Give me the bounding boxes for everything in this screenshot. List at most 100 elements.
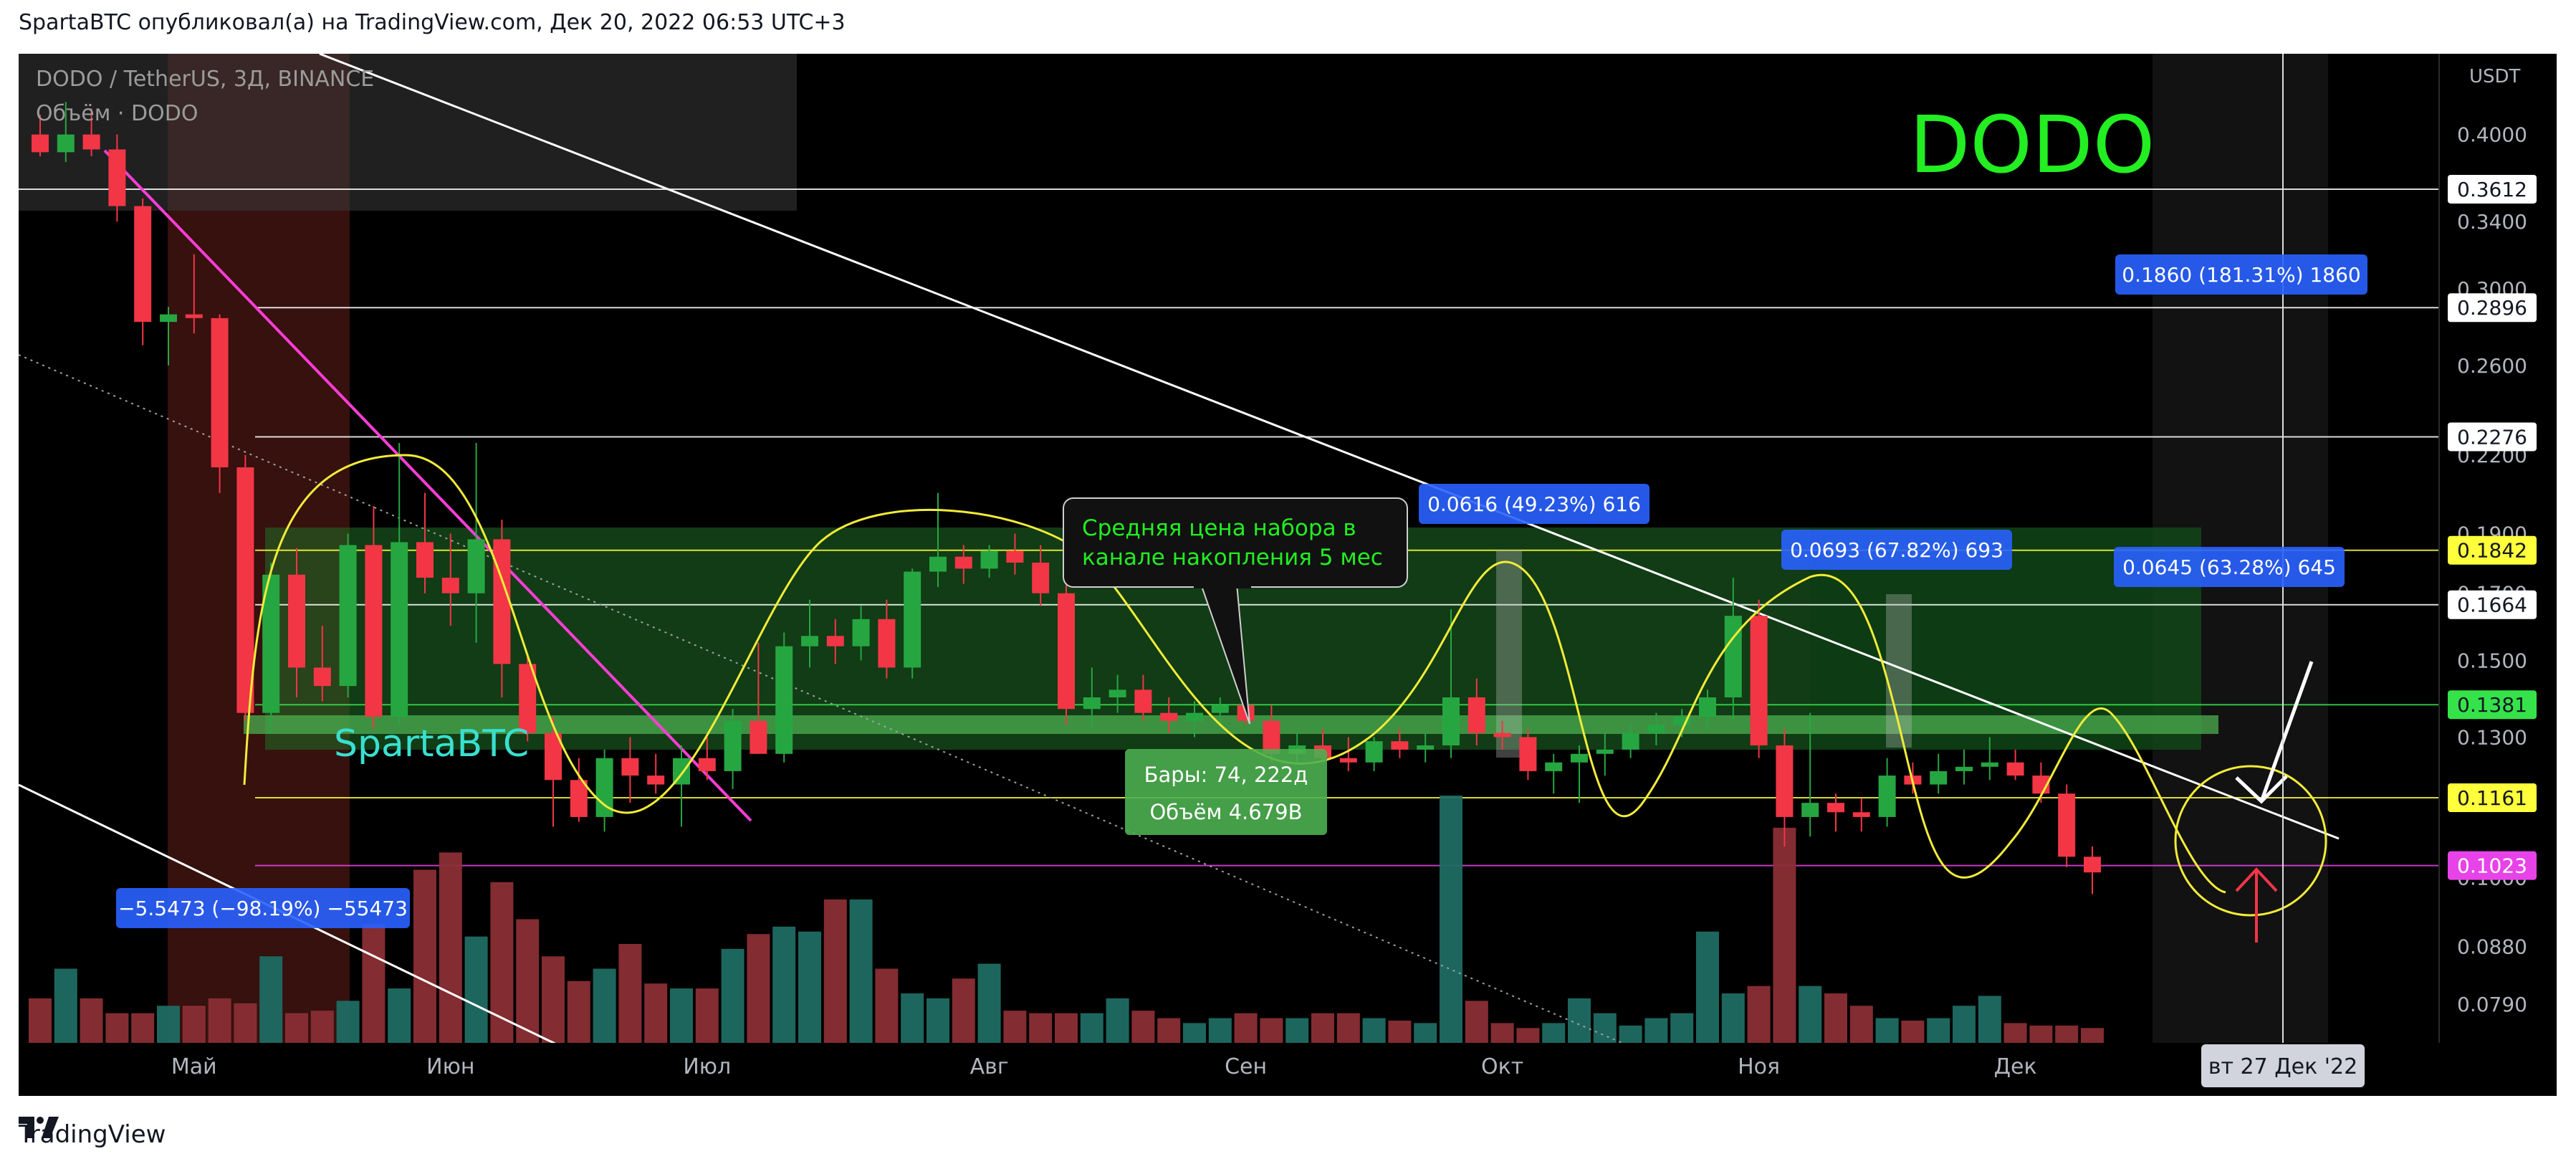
volume-bar bbox=[464, 936, 488, 1043]
candle-body bbox=[1442, 697, 1460, 746]
candle-body bbox=[2084, 857, 2101, 873]
volume-bar bbox=[1799, 986, 1822, 1043]
candle-body bbox=[1647, 725, 1665, 733]
volume-bar bbox=[516, 919, 540, 1043]
candle-body bbox=[313, 667, 331, 687]
volume-bar bbox=[1080, 1013, 1103, 1043]
volume-bar bbox=[54, 968, 77, 1043]
accumulation-callout: Средняя цена набора в канале накопления … bbox=[1063, 497, 1408, 725]
volume-bar bbox=[1285, 1018, 1309, 1043]
volume-bar bbox=[80, 998, 103, 1043]
candle-body bbox=[1955, 766, 1973, 771]
footer-brand[interactable]: TradingView bbox=[19, 1117, 166, 1153]
candle-body bbox=[185, 314, 203, 318]
volume-bar bbox=[1978, 996, 2001, 1043]
candle-body bbox=[1519, 737, 1537, 771]
candle-body bbox=[1596, 749, 1614, 754]
price-axis[interactable] bbox=[2439, 54, 2557, 1096]
volume-bar bbox=[952, 978, 975, 1043]
volume-bar bbox=[1183, 1023, 1206, 1043]
author-tag: SpartaBTC bbox=[334, 722, 529, 765]
candle-body bbox=[801, 636, 818, 646]
svg-text:0.0693 (67.82%) 693: 0.0693 (67.82%) 693 bbox=[1790, 538, 2003, 562]
svg-text:Средняя цена набора в: Средняя цена набора в канале накопления … bbox=[1082, 515, 1383, 571]
candle-body bbox=[826, 636, 844, 646]
candle-body bbox=[108, 149, 126, 206]
candle-body bbox=[211, 318, 229, 468]
time-axis[interactable] bbox=[19, 1043, 2557, 1096]
main-downtrend-line bbox=[319, 54, 2340, 840]
volume-bar bbox=[439, 852, 462, 1043]
volume-bar bbox=[1619, 1025, 1642, 1043]
candle-body bbox=[878, 619, 896, 668]
candle-body bbox=[1776, 745, 1794, 817]
volume-bar bbox=[29, 998, 52, 1043]
price-chart[interactable]: DODO / TetherUS, 3Д, BINANCE Объём · DOD… bbox=[19, 54, 2557, 1096]
volume-bar bbox=[1953, 1006, 1976, 1043]
volume-bar bbox=[208, 998, 231, 1043]
candle-body bbox=[980, 550, 998, 569]
volume-bar bbox=[1670, 1013, 1694, 1043]
candle-body bbox=[467, 539, 485, 593]
candle-body bbox=[1160, 712, 1178, 721]
svg-text:0.1860 (181.31%) 1860: 0.1860 (181.31%) 1860 bbox=[2122, 263, 2360, 287]
volume-bar bbox=[2055, 1025, 2079, 1043]
candle-body bbox=[2006, 762, 2024, 776]
chart-canvas[interactable]: DODO / TetherUS, 3Д, BINANCE Объём · DOD… bbox=[19, 54, 2557, 1096]
measure-label-drawdown: −5.5473 (−98.19%) −55473 bbox=[116, 888, 410, 928]
volume-bar bbox=[2003, 1023, 2027, 1043]
candle-body bbox=[1699, 697, 1716, 717]
candle-body bbox=[1109, 690, 1126, 697]
candle-body bbox=[750, 720, 767, 754]
time-axis-tick: Сен bbox=[1225, 1054, 1267, 1079]
time-axis-tick: Июн bbox=[426, 1054, 474, 1079]
volume-bar bbox=[1927, 1018, 1950, 1043]
candle-body bbox=[1622, 733, 1639, 750]
volume-bar bbox=[388, 988, 411, 1043]
volume-bar bbox=[721, 948, 744, 1043]
candle-body bbox=[570, 780, 588, 817]
price-axis-tick: 0.2600 bbox=[2457, 354, 2527, 378]
publish-line: SpartaBTC опубликовал(а) на TradingView.… bbox=[19, 10, 846, 35]
price-level-tag-label: 0.1381 bbox=[2457, 693, 2527, 717]
currency-label: USDT bbox=[2469, 66, 2521, 87]
volume-bar bbox=[157, 1006, 180, 1043]
volume-bar bbox=[567, 980, 590, 1043]
volume-bar bbox=[1696, 931, 1719, 1043]
candle-body bbox=[1801, 803, 1819, 817]
candle-body bbox=[82, 134, 100, 150]
volume-bar bbox=[1542, 1023, 1566, 1043]
magenta-trend-line bbox=[103, 149, 752, 822]
volume-bar bbox=[259, 956, 283, 1043]
candle-body bbox=[1981, 762, 1998, 767]
volume-bar bbox=[695, 988, 719, 1043]
volume-bar bbox=[1773, 827, 1796, 1043]
price-level-tag-label: 0.3612 bbox=[2457, 178, 2527, 201]
measure-label-1860: 0.1860 (181.31%) 1860 bbox=[2115, 254, 2367, 295]
candle-body bbox=[160, 314, 177, 323]
target-circle bbox=[2174, 765, 2327, 917]
volume-bar bbox=[1336, 1013, 1360, 1043]
svg-text:Бары: 74, 222д: Бары: 74, 222д bbox=[1144, 763, 1308, 787]
volume-bar bbox=[1440, 796, 1462, 1043]
price-axis-tick: 0.1300 bbox=[2457, 725, 2527, 749]
candle-body bbox=[391, 542, 408, 717]
candle-body bbox=[1134, 690, 1152, 713]
candle-body bbox=[904, 571, 921, 668]
price-level-tag bbox=[2448, 590, 2537, 619]
channel-average-band bbox=[244, 715, 2218, 734]
volume-bar bbox=[927, 998, 949, 1043]
svg-text:0.0616 (49.23%) 616: 0.0616 (49.23%) 616 bbox=[1427, 492, 1641, 516]
svg-text:−5.5473 (−98.19%) −55473: −5.5473 (−98.19%) −55473 bbox=[118, 897, 408, 920]
white-down-arrow bbox=[2259, 661, 2314, 802]
price-level-tag bbox=[2448, 851, 2537, 880]
time-axis-tick: Июл bbox=[683, 1054, 731, 1079]
candle-body bbox=[647, 776, 665, 785]
candle-body bbox=[1083, 697, 1101, 710]
volume-bar bbox=[823, 899, 847, 1043]
volume-bar bbox=[1157, 1018, 1181, 1043]
candle-body bbox=[954, 556, 972, 569]
date-range-stats: Бары: 74, 222д Объём 4.679B bbox=[1125, 749, 1327, 835]
volume-bar bbox=[1465, 1001, 1488, 1043]
time-axis-tick: Дек bbox=[1994, 1054, 2037, 1079]
